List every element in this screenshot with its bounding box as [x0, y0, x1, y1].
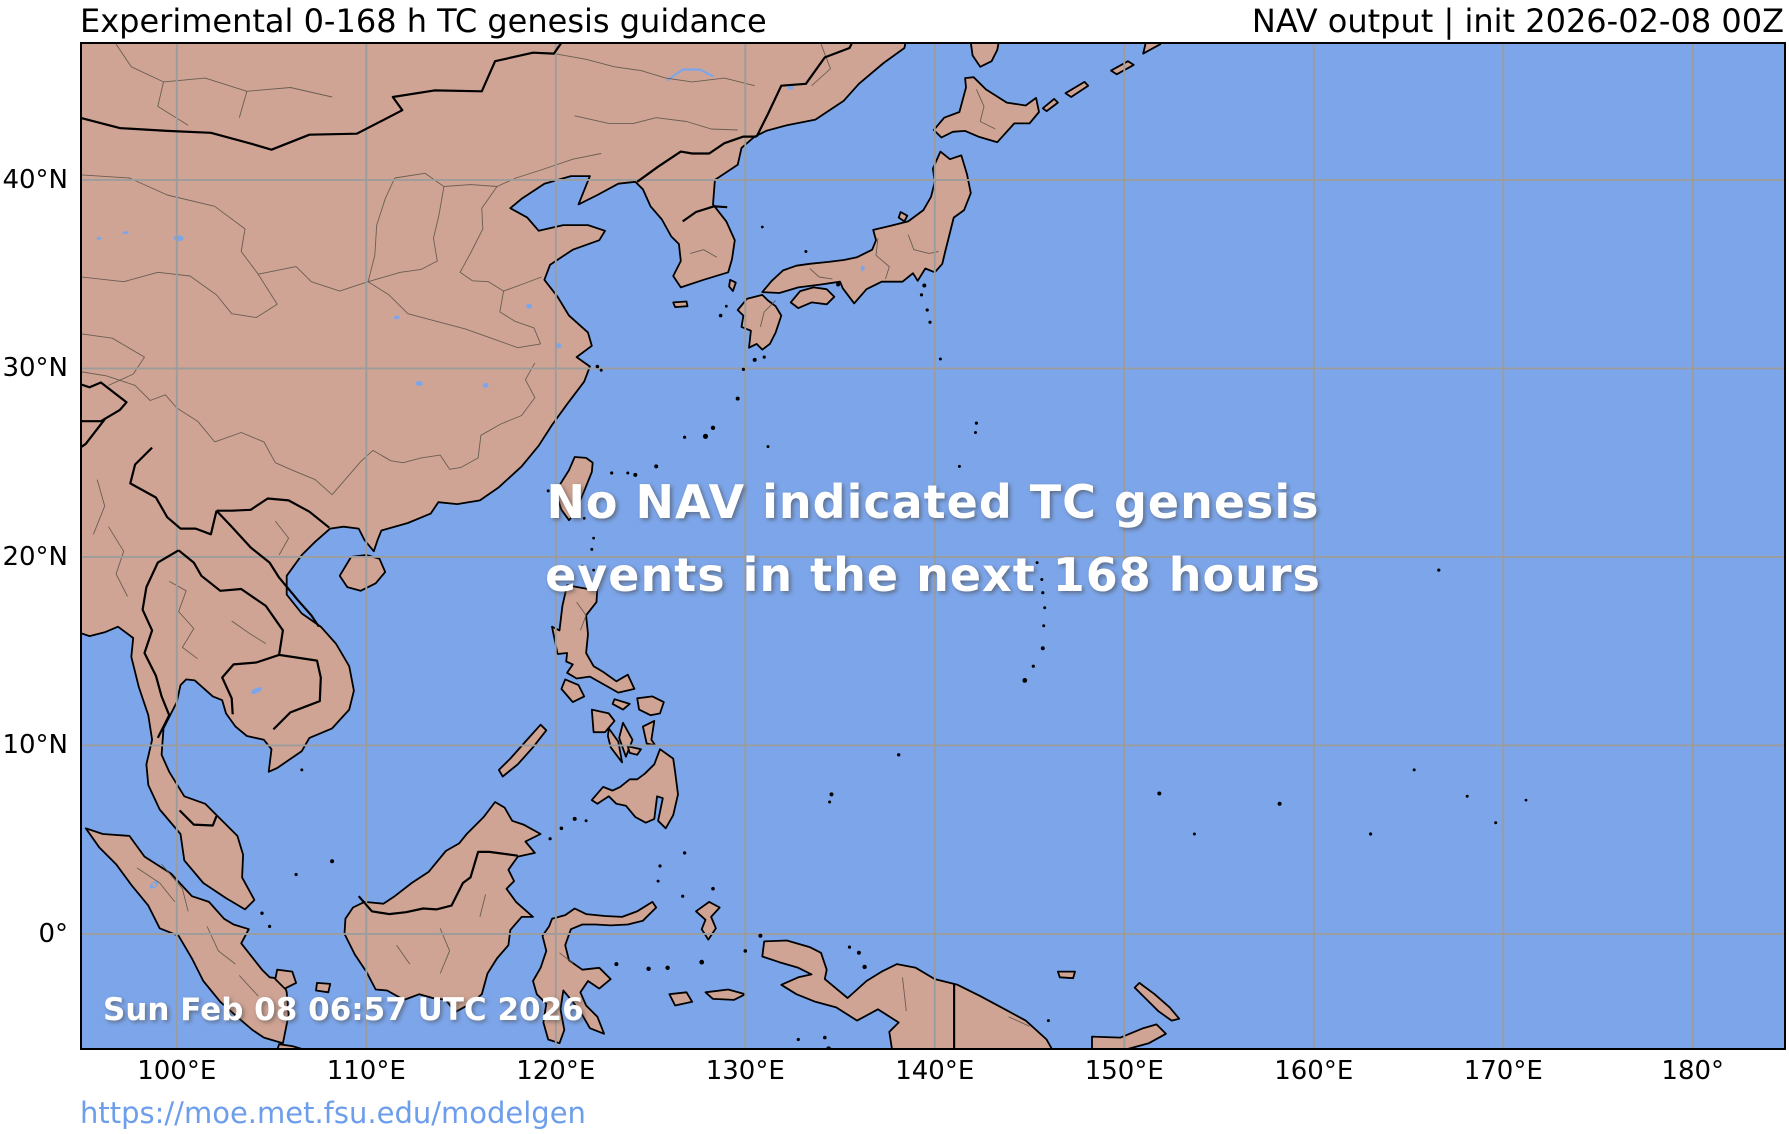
land-bohol: [626, 745, 642, 756]
source-url-link[interactable]: https://moe.met.fsu.edu/modelgen: [80, 1096, 586, 1130]
land-new-guinea: [761, 939, 1053, 1048]
model-init-label: NAV output | init 2026-02-08 00Z: [1251, 2, 1784, 40]
land-new-britain: [1091, 1023, 1167, 1048]
land-leyte: [642, 720, 657, 747]
y-tick-label: 0°: [38, 918, 68, 949]
land-mindanao: [590, 748, 679, 830]
x-tick-label: 110°E: [326, 1056, 406, 1086]
land-urup: [1110, 60, 1135, 76]
land-honshu: [761, 150, 972, 305]
x-tick-label: 180°: [1661, 1056, 1725, 1086]
y-tick-label: 40°N: [2, 164, 68, 195]
land-bangka: [274, 968, 297, 990]
land-cheju: [672, 300, 689, 308]
land-mindoro: [560, 678, 586, 703]
land-manus: [1057, 970, 1076, 980]
map-frame: [80, 42, 1786, 1050]
x-tick-label: 120°E: [516, 1056, 596, 1086]
land-kunashir: [1041, 98, 1059, 112]
land-seram: [704, 988, 747, 1001]
y-tick-label: 20°N: [2, 541, 68, 572]
x-tick-label: 150°E: [1084, 1056, 1164, 1086]
x-tick-label: 140°E: [895, 1056, 975, 1086]
land-panay: [590, 708, 616, 734]
page-title: Experimental 0-168 h TC genesis guidance: [80, 2, 767, 40]
land-sado: [897, 211, 909, 223]
y-tick-label: 10°N: [2, 730, 68, 761]
land-belitung: [315, 982, 332, 994]
land-hokkaido: [932, 76, 1040, 144]
land-samar: [636, 695, 665, 717]
land-new-ireland: [1133, 982, 1181, 1022]
land-sakhalin: [970, 44, 1000, 68]
land-palawan: [498, 723, 548, 778]
x-tick-label: 170°E: [1463, 1056, 1543, 1086]
land-java-west: [276, 1043, 302, 1048]
land-buru: [668, 991, 694, 1007]
land-shikoku: [789, 286, 836, 309]
land-asia-mainland: [82, 44, 907, 911]
land-iturup: [1064, 81, 1090, 98]
land-tsushima: [728, 278, 737, 292]
land-taiwan: [556, 456, 594, 522]
land-sulawesi: [532, 901, 658, 1045]
land-sumatra: [84, 827, 290, 1045]
land-halmahera: [695, 901, 721, 941]
map-canvas: [82, 44, 1784, 1048]
x-tick-label: 130°E: [705, 1056, 785, 1086]
x-tick-label: 100°E: [137, 1056, 217, 1086]
land-kuril-north: [1142, 44, 1162, 55]
land-masbate: [611, 698, 631, 711]
y-tick-label: 30°N: [2, 353, 68, 384]
x-tick-label: 160°E: [1274, 1056, 1354, 1086]
